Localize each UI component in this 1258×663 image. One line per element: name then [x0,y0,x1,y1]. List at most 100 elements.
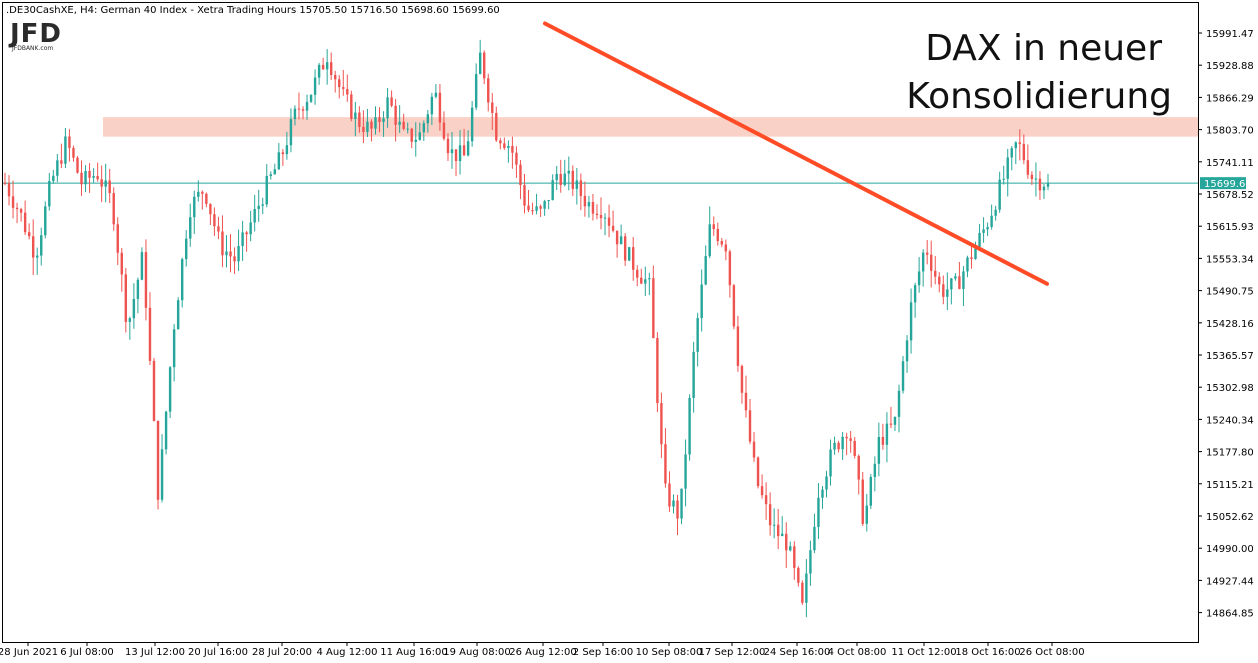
y-tick-label: 15991.47 [1206,29,1254,40]
candle [837,440,840,453]
candle [438,83,442,131]
candle [760,474,764,499]
candle [495,106,498,142]
candle-body [321,64,325,70]
candle [197,180,200,202]
candle-body [338,79,341,88]
candle-body [144,252,148,308]
candle-body [551,180,554,200]
candle-body [458,145,462,162]
candle [599,197,603,230]
candle [474,63,478,111]
candle-body [185,238,188,260]
candle-body [241,232,244,247]
candle-body [571,170,575,189]
candle [478,39,482,75]
candle-body [905,340,909,362]
annotation-line2: Konsolidierung [906,76,1172,117]
candle [221,215,224,268]
candle-body [245,232,248,235]
candle [7,175,11,206]
candle-body [563,173,566,185]
candle [309,94,313,103]
candle-body [853,440,856,456]
y-tick-label: 15928.88 [1206,61,1254,72]
x-tick-label: 10 Sep 08:00 [636,647,703,658]
candle [877,422,881,477]
candle-body [180,259,184,301]
candle-body [990,215,993,228]
candle [917,257,921,293]
y-tick-label: 14990.00 [1206,544,1254,555]
candle-body [712,224,715,230]
candle-body [370,121,373,129]
candle-body [44,206,47,236]
candle [785,522,788,568]
candle-body [52,175,55,182]
x-tick-label: 6 Jul 08:00 [60,647,114,658]
y-tick-label: 15240.34 [1206,415,1254,426]
candle [579,173,583,211]
candle [901,356,905,394]
candle [136,277,140,314]
candle [881,423,885,450]
x-tick-label: 4 Oct 08:00 [828,647,887,658]
candle [921,249,925,287]
candle-body [374,117,377,129]
candle [189,203,192,247]
candle-body [579,180,583,196]
candle [346,74,349,102]
candle [503,137,506,150]
candle-body [386,97,389,119]
candle [470,100,474,147]
candle-body [124,274,128,322]
candle [499,137,502,150]
candle [108,168,111,204]
candle [88,163,91,193]
candle [768,492,772,536]
candle [44,201,47,239]
candle [462,128,466,156]
logo: JFD [8,19,62,49]
candle-body [740,365,744,393]
candle [378,107,381,133]
candle [277,143,281,170]
candle-body [660,403,663,445]
candle [744,375,748,418]
candle [144,239,148,321]
candle [40,227,43,266]
candle [325,49,329,85]
candle-body [273,169,277,175]
candle [394,98,397,142]
candle-body [805,573,808,603]
candle-body [720,241,724,245]
candle-body [132,298,136,319]
candle [998,171,1001,213]
candle-body [31,236,35,258]
candle [708,206,711,259]
candle-body [934,270,937,277]
candle-body [442,122,446,139]
candle [289,108,293,153]
candle-body [19,209,23,213]
candle-body [632,247,635,270]
y-tick-label: 15302.98 [1206,383,1254,394]
candle [704,245,707,286]
candle-body [434,92,438,97]
candle-body [193,196,196,218]
candle [829,439,832,486]
candle [426,109,430,133]
candle [273,163,277,175]
y-tick-label: 15052.62 [1206,512,1254,523]
candle-body [615,230,619,245]
candle [269,171,272,180]
candle-body [1010,148,1013,158]
candle [958,262,961,290]
candle [893,416,897,431]
candle-body [402,121,405,129]
candle-body [406,128,409,130]
candle-body [535,206,538,211]
y-tick-label: 14864.85 [1206,609,1254,620]
